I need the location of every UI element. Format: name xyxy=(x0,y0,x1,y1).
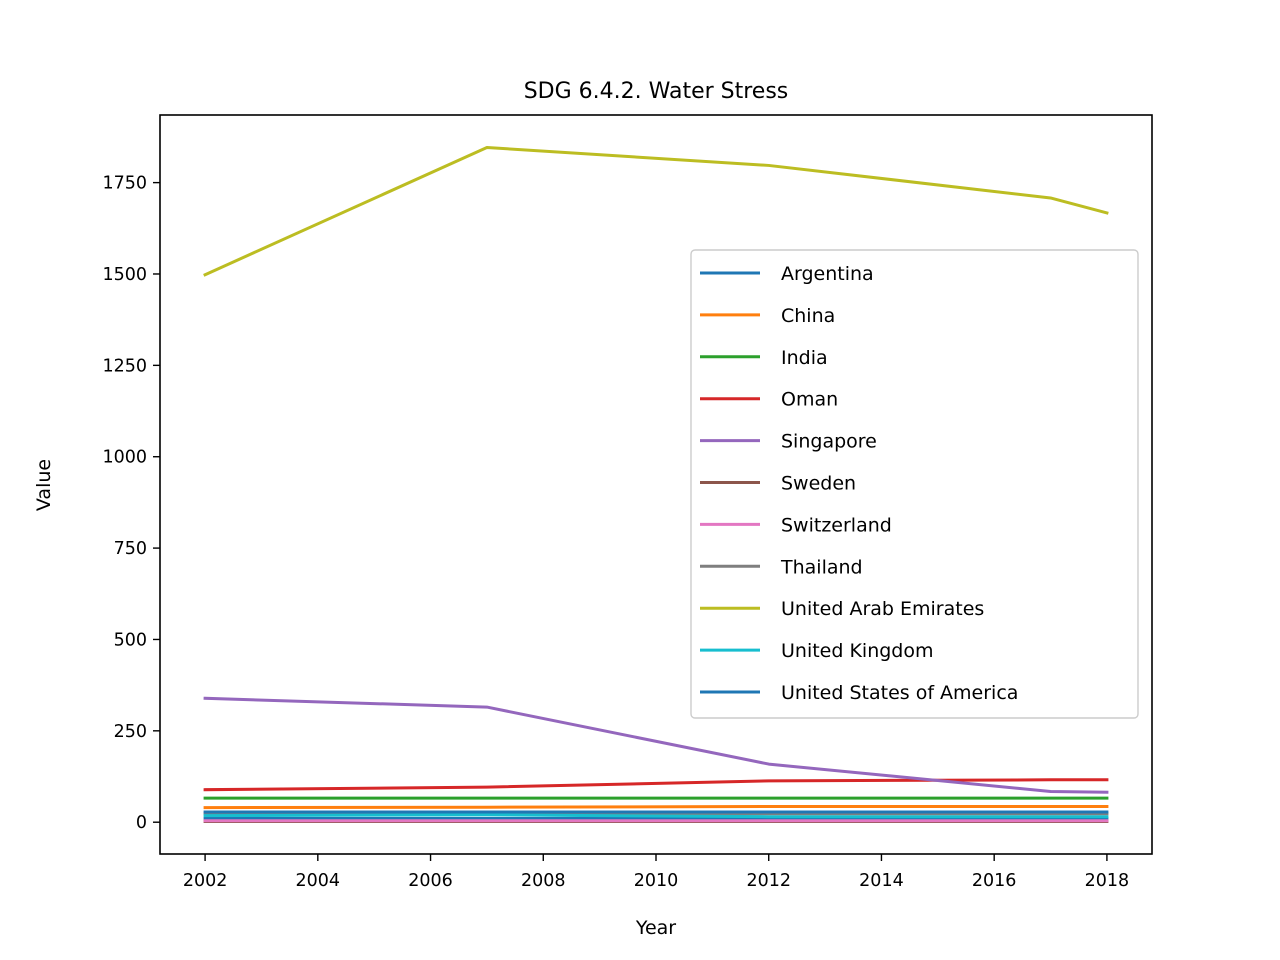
legend-label-sweden: Sweden xyxy=(781,473,856,495)
legend-label-china: China xyxy=(781,305,835,327)
y-tick-label: 750 xyxy=(114,539,147,559)
legend-label-argentina: Argentina xyxy=(781,263,874,285)
y-tick-label: 1250 xyxy=(102,356,147,376)
x-tick-label: 2018 xyxy=(1085,871,1130,891)
legend: Argentina China India Oman Singapore Sweden Sw… xyxy=(690,249,1139,719)
legend-label-singapore: Singapore xyxy=(781,431,877,453)
y-tick-label: 0 xyxy=(136,813,147,833)
legend-label-united-arab-emirates: United Arab Emirates xyxy=(781,598,984,620)
series-line-oman xyxy=(203,778,1109,792)
y-axis-label: Value xyxy=(33,459,55,511)
x-tick-label: 2002 xyxy=(183,871,228,891)
series-line-singapore xyxy=(203,696,1109,794)
chart-title: SDG 6.4.2. Water Stress xyxy=(524,79,789,104)
plot-frame xyxy=(159,114,1153,855)
x-axis-label: Year xyxy=(635,917,676,939)
y-tick-label: 1500 xyxy=(102,265,147,285)
legend-label-india: India xyxy=(781,347,828,369)
legend-label-united-kingdom: United Kingdom xyxy=(781,640,934,662)
x-tick-label: 2008 xyxy=(521,871,566,891)
plot-series xyxy=(203,146,1109,823)
y-axis-ticks: 0 250 500 750 1000 1250 1500 1750 xyxy=(102,174,160,833)
legend-label-switzerland: Switzerland xyxy=(781,514,892,536)
x-axis-ticks: 2002 2004 2006 2008 2010 2012 2014 2016 2018 xyxy=(183,854,1129,891)
x-tick-label: 2010 xyxy=(634,871,679,891)
legend-box xyxy=(690,249,1139,719)
x-tick-label: 2014 xyxy=(859,871,904,891)
legend-label-oman: Oman xyxy=(781,389,838,411)
legend-label-thailand: Thailand xyxy=(780,556,863,578)
series-line-united-kingdom xyxy=(203,813,1109,819)
legend-label-united-states-of-america: United States of America xyxy=(781,682,1018,704)
y-tick-label: 1000 xyxy=(102,448,147,468)
y-tick-label: 500 xyxy=(114,630,147,650)
series-line-united-arab-emirates xyxy=(203,146,1109,277)
x-tick-label: 2006 xyxy=(408,871,453,891)
x-tick-label: 2012 xyxy=(746,871,791,891)
x-tick-label: 2016 xyxy=(972,871,1017,891)
y-tick-label: 250 xyxy=(114,722,147,742)
x-tick-label: 2004 xyxy=(296,871,341,891)
y-tick-label: 1750 xyxy=(102,174,147,194)
series-line-china xyxy=(203,804,1109,810)
